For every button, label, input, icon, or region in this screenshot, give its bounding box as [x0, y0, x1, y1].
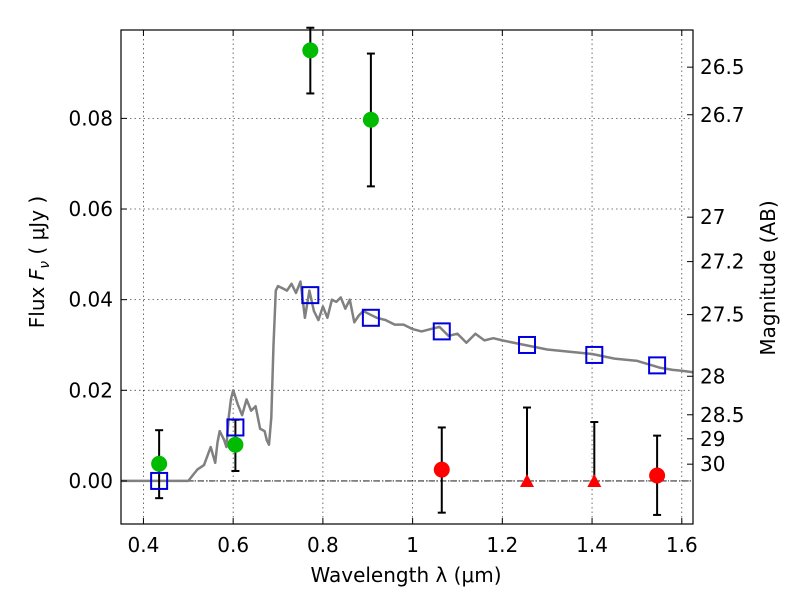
x-tick-label: 1.2 [486, 533, 518, 557]
x-tick-label: 0.8 [307, 533, 339, 557]
right-tick-label: 27.5 [700, 303, 745, 327]
y-axis-title-subscript: ν [37, 261, 53, 269]
green-data-point [151, 455, 168, 472]
model-square-point [226, 418, 245, 437]
green-data-point [302, 42, 319, 59]
y-tick-label: 0.06 [68, 197, 113, 221]
model-spectrum-line [121, 280, 694, 483]
model-square-point [361, 308, 380, 327]
model-square-point [150, 471, 169, 490]
right-tick-label: 27 [700, 205, 725, 229]
green-data-point [362, 111, 379, 128]
right-tick-label: 27.2 [700, 250, 745, 274]
right-tick-label: 30 [700, 452, 725, 476]
right-tick-label: 28 [700, 364, 725, 388]
x-tick-label: 1 [406, 533, 419, 557]
y-axis-title-part-1: Flux [25, 280, 49, 328]
y-tick-label: 0.02 [68, 378, 113, 402]
right-tick-label: 26.5 [700, 55, 745, 79]
right-tick-label: 29 [700, 427, 725, 451]
model-square-point [301, 286, 320, 305]
y-tick-label: 0.00 [68, 469, 113, 493]
red-data-point [649, 467, 666, 484]
x-axis-ticks: 0.4 0.6 0.8 1 1.2 1.4 1.6 [128, 30, 698, 557]
right-tick-label: 26.7 [700, 103, 745, 127]
y-axis-title-symbol: F [25, 268, 49, 280]
plot-frame [120, 29, 694, 525]
series-layer [121, 26, 694, 516]
right-axis-title: Magnitude (AB) [756, 200, 780, 355]
y-axis-ticks: 0.00 0.02 0.04 0.06 0.08 [68, 106, 127, 493]
x-tick-label: 1.4 [576, 533, 608, 557]
right-tick-label: 28.5 [700, 403, 745, 427]
model-square-point [432, 322, 451, 341]
model-square-point [585, 345, 604, 364]
red-triangle-point [587, 473, 602, 487]
y-tick-label: 0.08 [68, 106, 113, 130]
model-square-point [648, 356, 667, 375]
model-square-point [518, 335, 537, 354]
green-data-point [227, 436, 244, 453]
red-data-point [433, 461, 450, 478]
y-axis-title: Flux Fν ( μJy ) [25, 196, 53, 328]
y-tick-label: 0.04 [68, 288, 113, 312]
red-triangle-point [520, 473, 535, 487]
x-tick-label: 1.6 [666, 533, 698, 557]
x-tick-label: 0.6 [217, 533, 249, 557]
grid-lines [121, 30, 693, 524]
x-tick-label: 0.4 [128, 533, 160, 557]
y-axis-title-part-2: ( μJy ) [25, 196, 49, 261]
x-axis-title: Wavelength λ (μm) [310, 563, 501, 587]
